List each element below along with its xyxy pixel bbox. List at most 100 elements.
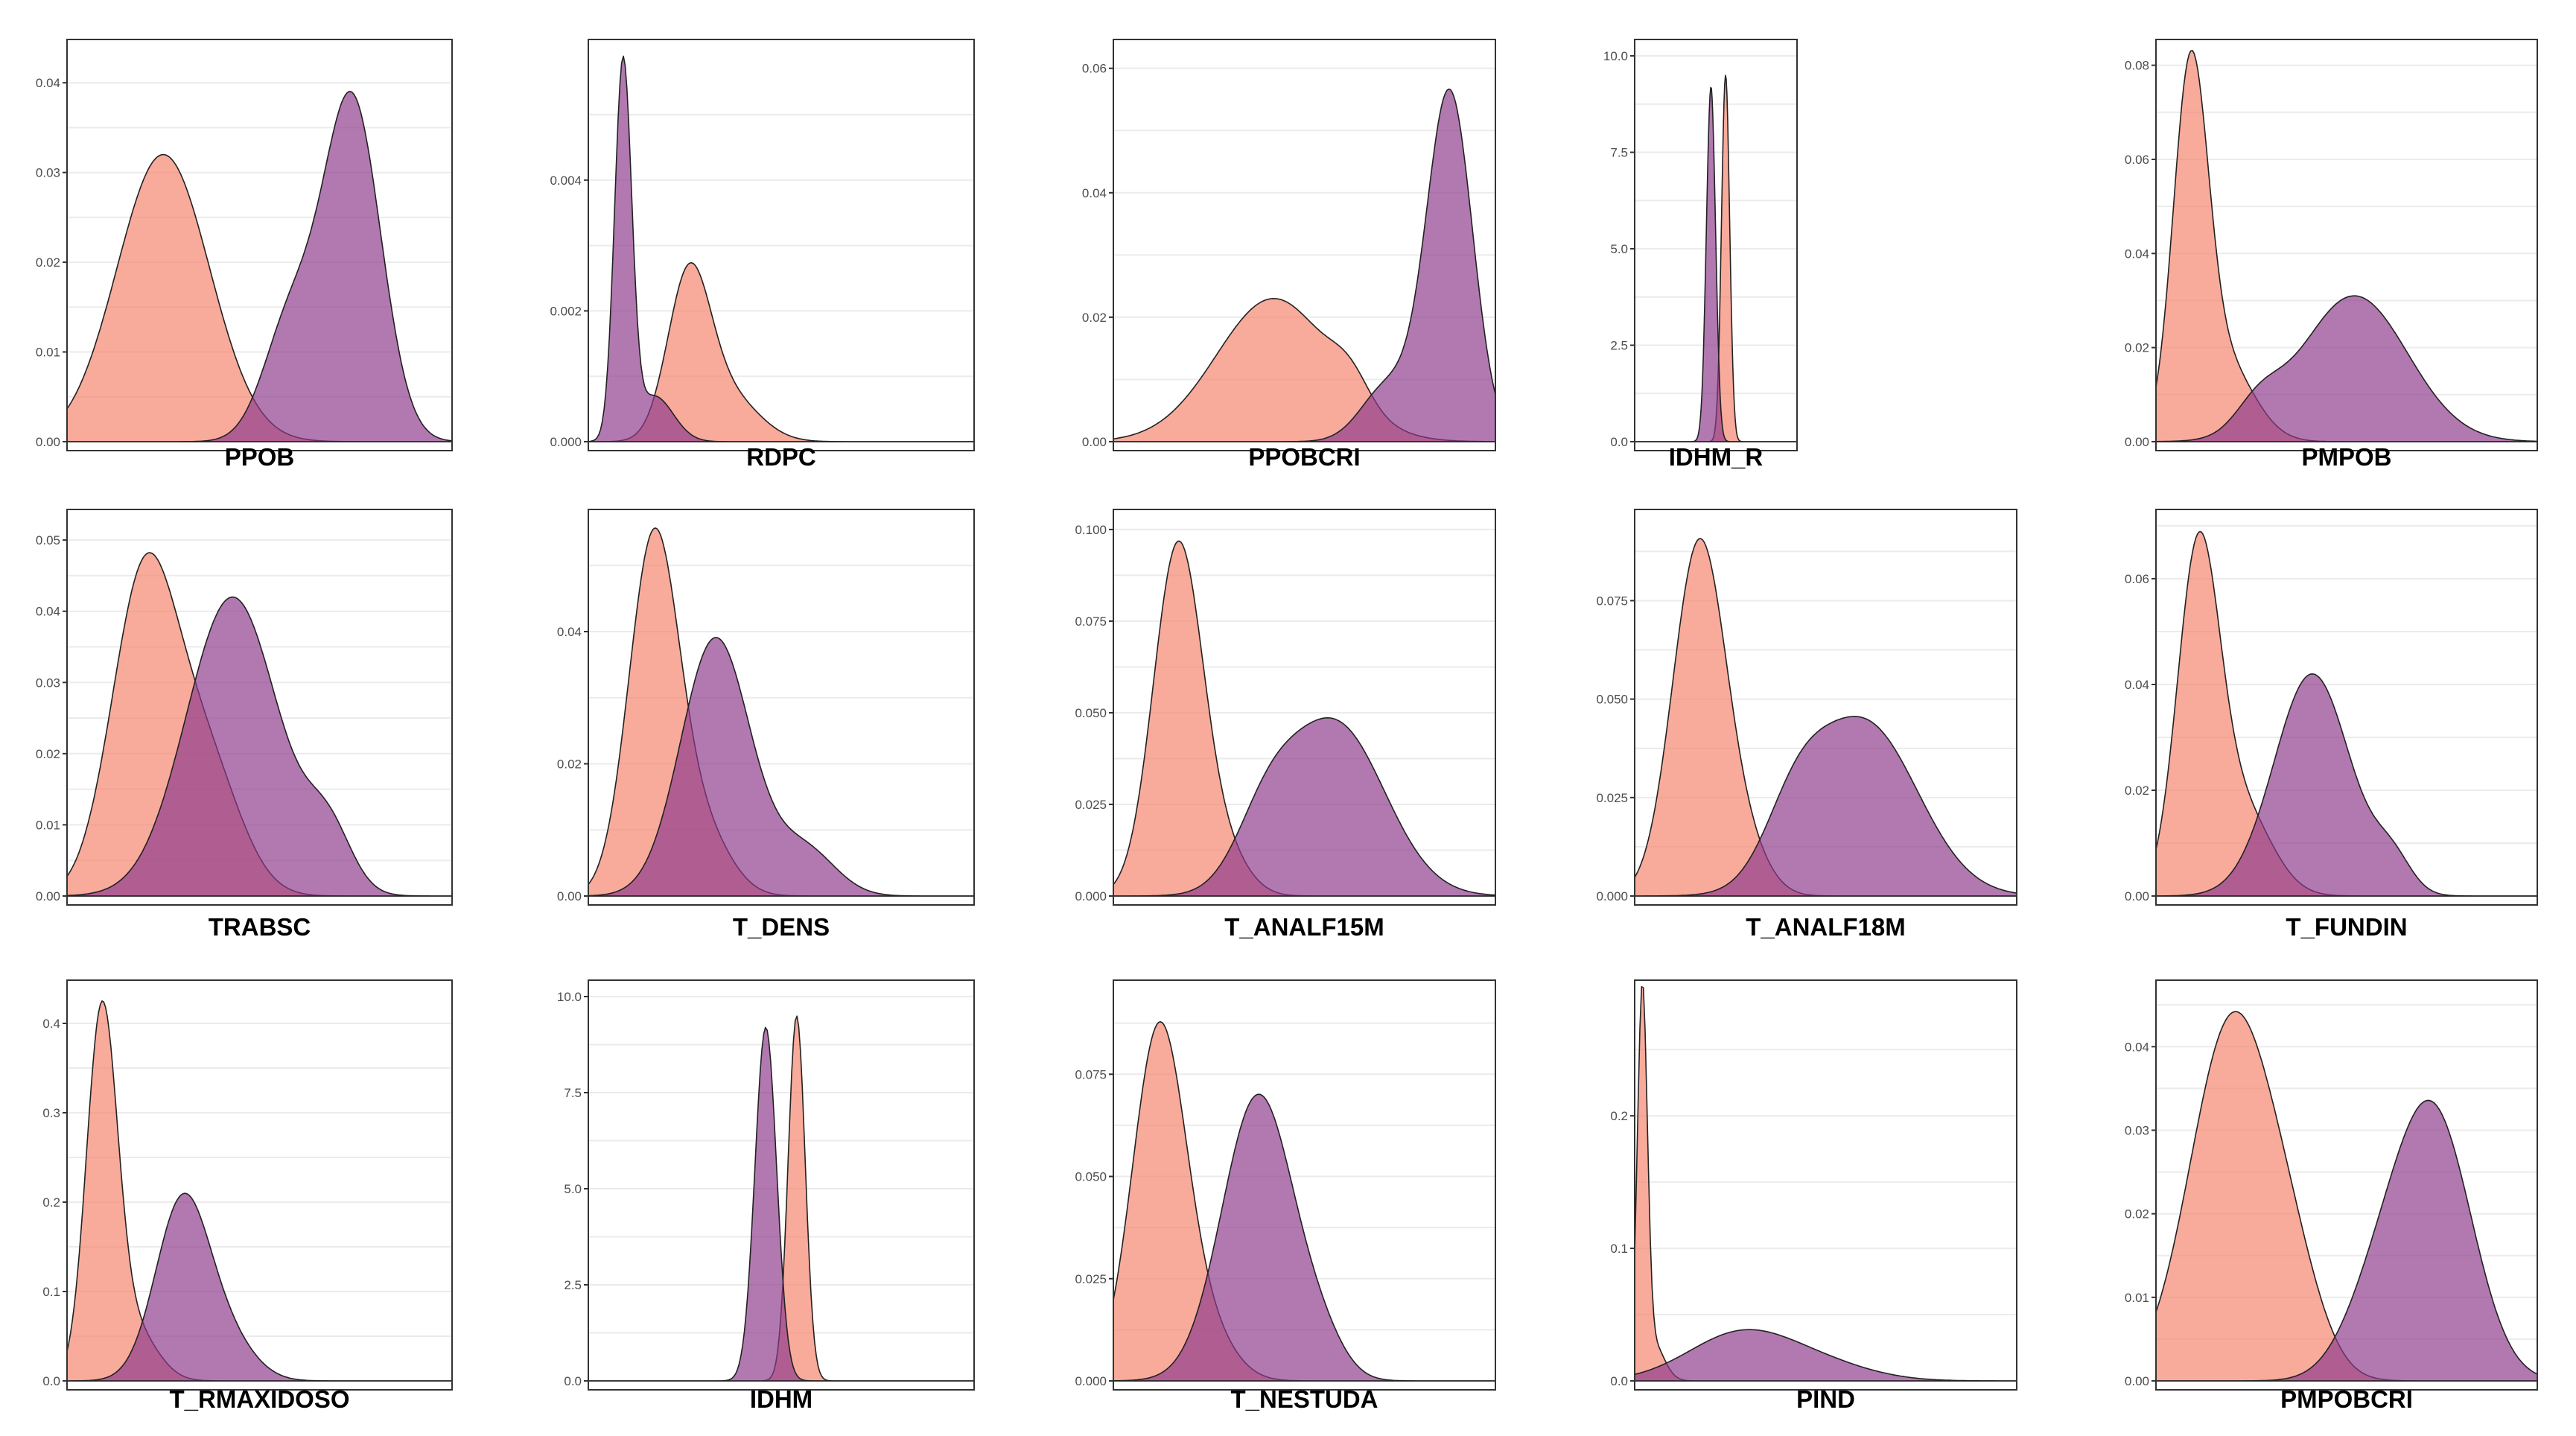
y-tick-label: 0.050 (1075, 1170, 1107, 1184)
y-tick-label: 0.06 (2125, 153, 2149, 167)
panel-t-analf18m: 0.000 0.025 0.050 0.075 T_ANALF18M (1596, 509, 2017, 941)
panel-t-fundin: 0.00 0.02 0.04 0.06 T_FUNDIN (2125, 509, 2538, 941)
density-area-series-b (1634, 1329, 2017, 1382)
y-tick-label: 0.025 (1596, 791, 1628, 805)
y-tick-label: 0.075 (1596, 594, 1628, 608)
panel-pmpobcri: 0.00 0.01 0.02 0.03 0.04 PMPOBCRI (2125, 979, 2538, 1413)
y-tick-label: 7.5 (564, 1086, 582, 1100)
panel-frame (588, 509, 975, 906)
y-tick-label: 0.2 (42, 1195, 60, 1210)
y-tick-label: 0.04 (1082, 186, 1107, 200)
y-tick-label: 0.02 (2125, 341, 2149, 355)
y-tick-label: 0.3 (42, 1106, 60, 1120)
panel-frame (1634, 39, 1798, 451)
density-area-series-b (66, 596, 453, 897)
panel-title: PPOB (225, 443, 295, 471)
panel-title: IDHM (750, 1385, 812, 1413)
y-tick-label: 0.02 (1082, 311, 1107, 325)
y-tick-label: 0.08 (2125, 59, 2149, 73)
panel-frame (588, 39, 975, 451)
panel-t-dens: 0.00 0.02 0.04 T_DENS (557, 509, 975, 941)
density-area-series-a (1634, 986, 2017, 1382)
y-tick-label: 0.025 (1075, 1272, 1107, 1286)
y-tick-label: 0.02 (36, 255, 60, 270)
panel-title: PIND (1796, 1385, 1855, 1413)
y-tick-label: 0.00 (36, 889, 60, 903)
panel-frame (2155, 509, 2538, 906)
panel-frame (2155, 39, 2538, 451)
y-tick-label: 0.02 (36, 747, 60, 761)
y-tick-label: 0.002 (550, 304, 582, 318)
panel-t-rmaxidoso: 0.0 0.1 0.2 0.3 0.4 T_RMAXIDOSO (42, 979, 453, 1413)
y-tick-label: 0.00 (36, 435, 60, 449)
panel-frame (588, 979, 975, 1391)
y-tick-label: 0.004 (550, 174, 582, 188)
y-tick-label: 0.025 (1075, 798, 1107, 812)
panel-frame (66, 39, 453, 451)
panel-title: T_FUNDIN (2286, 913, 2407, 941)
y-tick-label: 0.1 (1610, 1242, 1628, 1256)
y-tick-label: 10.0 (1603, 49, 1628, 63)
y-tick-label: 0.000 (550, 435, 582, 449)
panel-frame (1113, 39, 1496, 451)
panel-frame (66, 509, 453, 906)
panel-frame (1113, 979, 1496, 1391)
density-area-series-b (588, 55, 975, 442)
density-area-series-b (2155, 1099, 2538, 1382)
y-tick-label: 0.01 (2125, 1291, 2149, 1305)
panel-ppobcri: 0.00 0.02 0.04 0.06 PPOBCRI (1082, 39, 1496, 471)
y-tick-label: 2.5 (1610, 339, 1628, 353)
panel-title: RDPC (746, 443, 816, 471)
panel-ppob: 0.00 0.01 0.02 0.03 0.04 PPOB (36, 39, 453, 471)
y-tick-label: 0.00 (2125, 435, 2149, 449)
density-area-series-b (66, 1192, 453, 1382)
y-tick-label: 0.06 (2125, 572, 2149, 586)
y-tick-label: 0.2 (1610, 1109, 1628, 1123)
panel-pind: 0.0 0.1 0.2 PIND (1610, 979, 2017, 1413)
panel-frame (1113, 509, 1496, 906)
panel-pmpob: 0.00 0.02 0.04 0.06 0.08 PMPOB (2125, 39, 2538, 471)
y-tick-label: 0.100 (1075, 523, 1107, 537)
density-area-series-b (588, 637, 975, 897)
panel-title: T_ANALF15M (1224, 913, 1384, 941)
y-tick-label: 0.02 (2125, 784, 2149, 798)
panel-title: T_DENS (733, 913, 830, 941)
y-tick-label: 0.000 (1075, 1374, 1107, 1388)
y-tick-label: 0.02 (2125, 1207, 2149, 1221)
panel-title: T_NESTUDA (1230, 1385, 1378, 1413)
y-tick-label: 0.04 (36, 605, 60, 619)
panel-t-analf15m: 0.000 0.025 0.050 0.075 0.100 T_ANALF15M (1075, 509, 1496, 941)
density-area-series-b (2155, 295, 2538, 442)
y-tick-label: 2.5 (564, 1278, 582, 1292)
density-area-series-b (1634, 716, 2017, 897)
panel-title: TRABSC (209, 913, 311, 941)
density-area-series-b (1634, 86, 1798, 442)
y-tick-label: 0.03 (36, 676, 60, 690)
y-tick-label: 0.04 (2125, 678, 2149, 692)
y-tick-label: 0.01 (36, 346, 60, 360)
y-tick-label: 0.050 (1596, 693, 1628, 707)
y-tick-label: 0.03 (36, 166, 60, 180)
y-tick-label: 0.05 (36, 533, 60, 547)
density-area-series-b (588, 1026, 975, 1382)
y-tick-label: 0.0 (564, 1374, 582, 1388)
panel-rdpc: 0.000 0.002 0.004 RDPC (550, 39, 975, 471)
density-area-series-b (2155, 673, 2538, 897)
y-tick-label: 0.00 (2125, 889, 2149, 903)
y-tick-label: 0.04 (2125, 1040, 2149, 1054)
y-tick-label: 0.01 (36, 818, 60, 832)
y-tick-label: 0.02 (557, 757, 582, 772)
panel-idhm-r: 0.0 2.5 5.0 7.5 10.0 IDHM_R (1603, 39, 1798, 471)
y-tick-label: 0.000 (1596, 889, 1628, 903)
density-area-series-b (1113, 1093, 1496, 1382)
y-tick-label: 0.075 (1075, 1067, 1107, 1081)
y-tick-label: 0.0 (1610, 435, 1628, 449)
panel-frame (1634, 979, 2017, 1391)
y-tick-label: 0.1 (42, 1285, 60, 1299)
y-tick-label: 0.06 (1082, 62, 1107, 76)
panel-title: PMPOB (2301, 443, 2391, 471)
y-tick-label: 0.04 (2125, 247, 2149, 261)
y-tick-label: 0.04 (36, 76, 60, 90)
panel-title: T_RMAXIDOSO (169, 1385, 349, 1413)
